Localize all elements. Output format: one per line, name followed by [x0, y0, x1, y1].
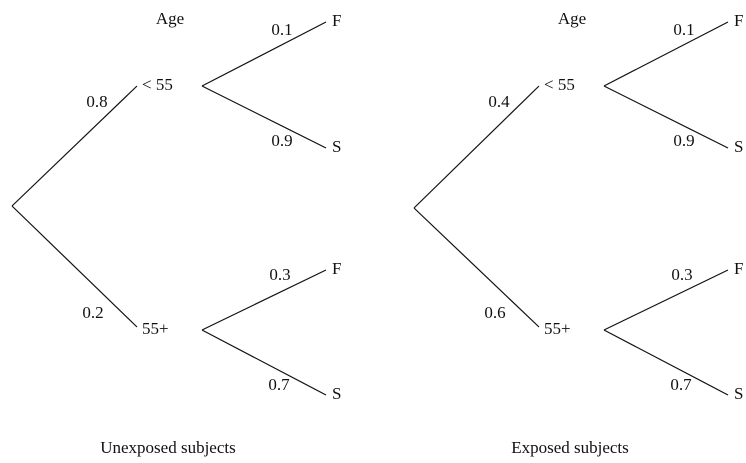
branch-line	[11, 205, 138, 328]
branch-line	[413, 85, 540, 209]
branch-probability: 0.8	[86, 92, 107, 111]
branch-probability: 0.6	[484, 303, 505, 322]
header: Age	[156, 9, 184, 28]
branch-label: < 55	[142, 75, 173, 94]
outcome-line	[201, 85, 327, 149]
outcome-line	[201, 329, 327, 396]
header: Age	[558, 9, 586, 28]
outcome-line	[603, 85, 729, 149]
outcome-line	[201, 269, 327, 331]
outcome-line	[201, 21, 327, 87]
outcome-label: F	[734, 259, 743, 278]
outcome-probability: 0.9	[673, 131, 694, 150]
outcome-probability: 0.3	[269, 265, 290, 284]
outcome-probability: 0.9	[271, 131, 292, 150]
outcome-label: S	[332, 137, 341, 156]
outcome-label: S	[734, 137, 743, 156]
outcome-label: F	[332, 11, 341, 30]
branch-label: 55+	[544, 319, 571, 338]
outcome-line	[603, 269, 729, 331]
outcome-probability: 0.1	[673, 20, 694, 39]
outcome-label: F	[734, 11, 743, 30]
outcome-line	[603, 21, 729, 87]
branch-line	[413, 207, 540, 328]
branch-line	[11, 85, 138, 207]
branch-probability: 0.2	[82, 303, 103, 322]
outcome-line	[603, 329, 729, 396]
branch-probability: 0.4	[488, 92, 510, 111]
outcome-probability: 0.1	[271, 20, 292, 39]
outcome-label: S	[332, 384, 341, 403]
outcome-label: F	[332, 259, 341, 278]
caption: Exposed subjects	[511, 438, 629, 457]
branch-label: 55+	[142, 319, 169, 338]
branch-label: < 55	[544, 75, 575, 94]
outcome-probability: 0.7	[268, 375, 290, 394]
outcome-probability: 0.7	[670, 375, 692, 394]
caption: Unexposed subjects	[100, 438, 236, 457]
outcome-probability: 0.3	[671, 265, 692, 284]
outcome-label: S	[734, 384, 743, 403]
